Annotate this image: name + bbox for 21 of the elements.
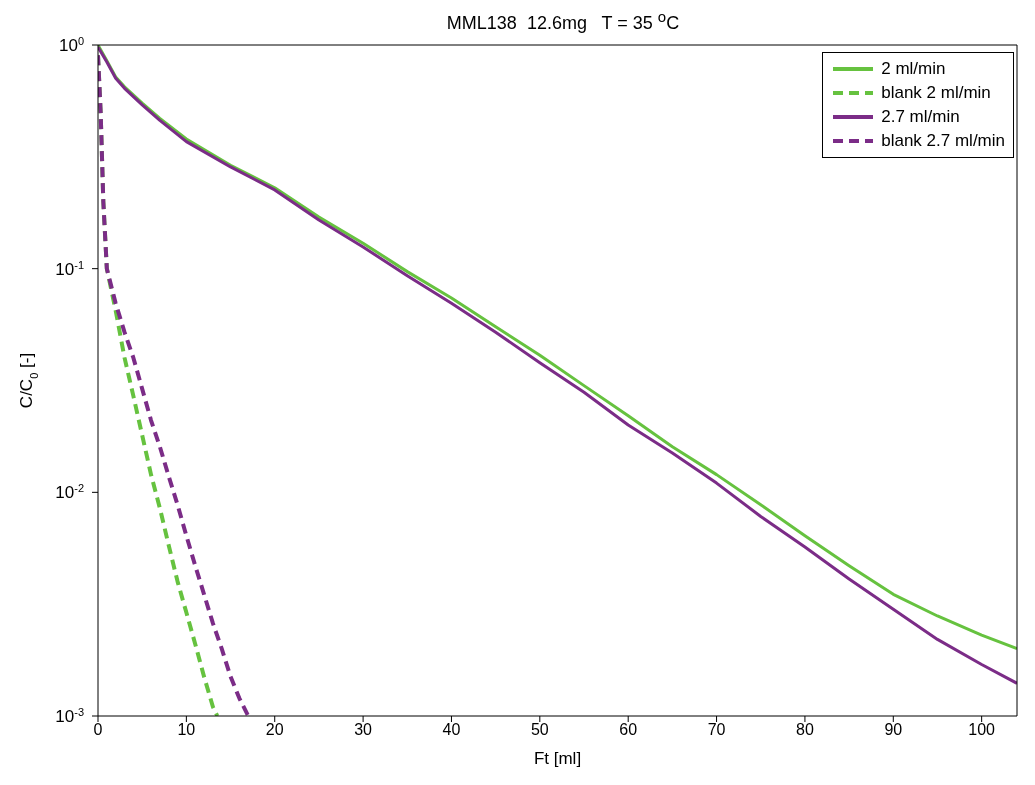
y-tick-label: 10$^{-1}$ [55, 258, 84, 279]
x-tick-label: 0 [93, 721, 103, 739]
y-tick-label: 10$^{0}$ [58, 35, 84, 55]
x-tick-label: 10 [177, 721, 196, 739]
x-tick-label: 80 [796, 721, 814, 739]
legend-label: 2 ml/min [881, 59, 946, 79]
legend-label: 2.7 ml/min [881, 107, 960, 127]
x-tick-label: 70 [707, 721, 726, 739]
x-tick-label: 30 [354, 721, 373, 739]
chart-title: MML138 12.6mg T = 35 $^{o}$C [445, 8, 681, 35]
x-tick-label: 60 [619, 721, 638, 739]
x-tick-label: 20 [265, 721, 284, 739]
x-axis-title: Ft [ml] [533, 749, 582, 768]
y-tick-label: 10$^{-3}$ [55, 706, 84, 726]
x-tick-label: 40 [442, 721, 461, 739]
x-tick-label: 100 [968, 721, 996, 739]
y-tick-label: 10$^{-2}$ [55, 482, 84, 503]
x-tick-label: 90 [884, 721, 903, 739]
x-tick-label: 50 [530, 721, 549, 739]
legend-label: blank 2 ml/min [881, 83, 991, 103]
legend-label: blank 2.7 ml/min [881, 131, 1005, 151]
